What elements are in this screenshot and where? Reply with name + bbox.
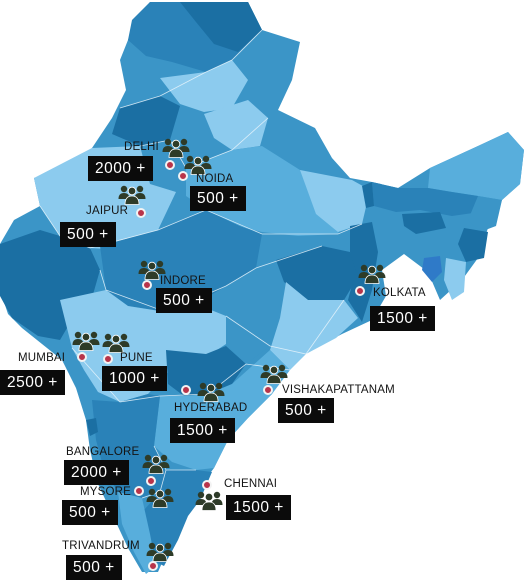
employee-count-badge: 500 + <box>156 288 212 313</box>
region-kerala <box>118 492 156 574</box>
region-tripura <box>422 256 442 282</box>
employee-count-badge: 1500 + <box>370 306 435 331</box>
people-group-icon <box>138 260 166 280</box>
region-jharkhand <box>276 246 362 300</box>
city-name: CHENNAI <box>224 478 278 490</box>
location-pin-icon <box>165 160 175 170</box>
people-group-icon <box>197 382 225 402</box>
region-maharashtra <box>60 290 226 402</box>
city-name: PUNE <box>120 352 153 364</box>
region-nagaland <box>468 196 502 232</box>
people-group-icon <box>118 185 146 205</box>
region-up <box>186 146 348 236</box>
people-group-icon <box>102 333 130 353</box>
location-pin-icon <box>148 561 158 571</box>
people-group-icon <box>72 331 100 351</box>
employee-count-badge: 1500 + <box>226 495 291 520</box>
people-group-icon <box>184 155 212 175</box>
employee-count-badge: 500 + <box>60 222 116 247</box>
region-uttarakhand <box>204 100 268 150</box>
city-name: TRIVANDRUM <box>62 540 140 552</box>
city-name: DELHI <box>124 141 159 153</box>
location-pin-icon <box>77 352 87 362</box>
people-group-icon <box>142 454 170 474</box>
people-group-icon <box>260 364 288 384</box>
city-name: HYDERABAD <box>174 402 248 414</box>
region-ladakh <box>180 2 262 52</box>
employee-count-badge: 1500 + <box>170 418 235 443</box>
location-pin-icon <box>142 280 152 290</box>
employee-count-badge: 2000 + <box>88 156 153 181</box>
location-pin-icon <box>263 385 273 395</box>
region-odisha <box>270 282 358 370</box>
employee-count-badge: 2500 + <box>0 370 65 395</box>
region-punjab <box>112 96 180 146</box>
employee-count-badge: 500 + <box>66 555 122 580</box>
location-pin-icon <box>103 354 113 364</box>
city-name: JAIPUR <box>86 205 129 217</box>
city-name: MYSORE <box>80 486 132 498</box>
region-manipur <box>458 228 488 262</box>
location-pin-icon <box>202 480 212 490</box>
employee-count-badge: 500 + <box>278 398 334 423</box>
region-goa <box>86 418 98 436</box>
people-group-icon <box>162 138 190 158</box>
employee-count-badge: 500 + <box>62 500 118 525</box>
location-pin-icon <box>181 385 191 395</box>
city-name: VISHAKAPATTANAM <box>282 384 395 396</box>
people-group-icon <box>146 488 174 508</box>
location-pin-icon <box>178 171 188 181</box>
city-name: BANGALORE <box>66 446 140 458</box>
region-telangana <box>166 346 246 396</box>
location-pin-icon <box>355 286 365 296</box>
region-bihar <box>300 170 370 232</box>
people-group-icon <box>146 542 174 562</box>
region-mp <box>100 210 262 312</box>
region-sikkim <box>362 182 374 208</box>
city-name: KOLKATA <box>373 287 426 299</box>
region-ne-arunachal <box>428 132 524 200</box>
people-group-icon <box>358 264 386 284</box>
region-chhattisgarh <box>226 262 286 364</box>
employee-count-badge: 2000 + <box>64 460 129 485</box>
region-assam <box>372 182 480 216</box>
region-wb <box>348 222 378 322</box>
location-pin-icon <box>136 208 146 218</box>
region-himachal <box>160 60 248 112</box>
employee-count-badge: 500 + <box>190 186 246 211</box>
location-pin-icon <box>146 476 156 486</box>
city-name: INDORE <box>160 275 206 287</box>
location-pin-icon <box>134 486 144 496</box>
employee-count-badge: 1000 + <box>102 366 167 391</box>
city-name: NOIDA <box>196 173 234 185</box>
region-mizoram <box>444 258 466 300</box>
region-meghalaya <box>402 212 446 234</box>
city-name: MUMBAI <box>18 352 66 364</box>
people-group-icon <box>195 491 223 511</box>
